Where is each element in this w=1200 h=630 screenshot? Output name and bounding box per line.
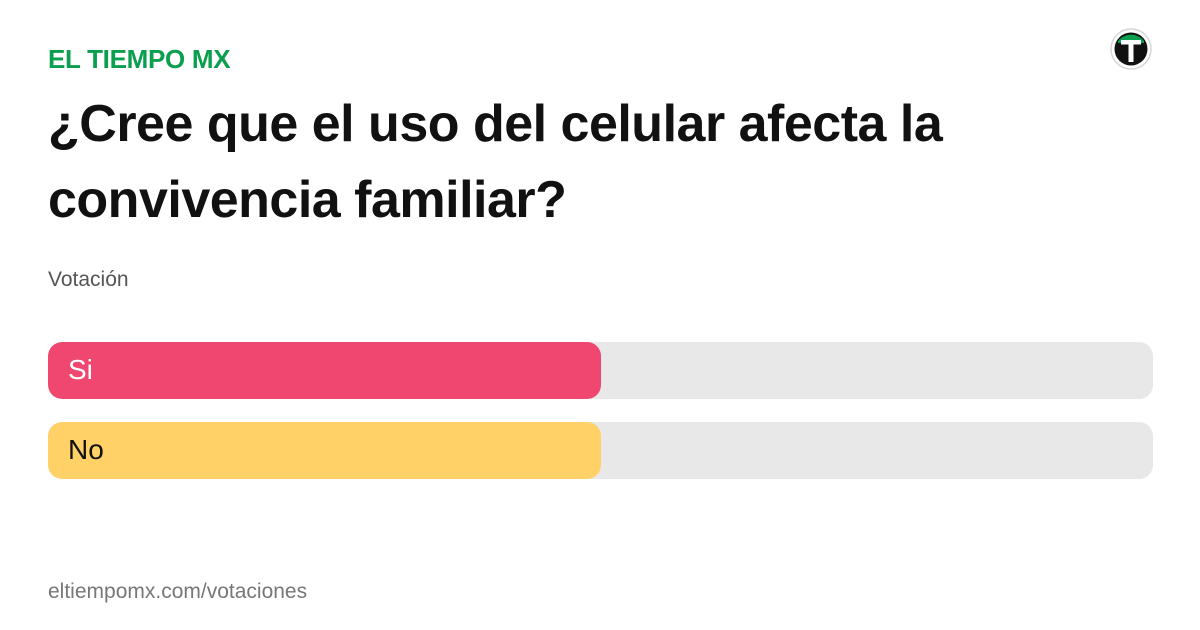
poll-option-si-label: Si [68,354,93,385]
poll-option-no[interactable]: No [48,422,1153,479]
poll-option-no-bar [48,422,601,479]
poll-question: ¿Cree que el uso del celular afecta la c… [48,95,943,229]
brand-name: EL TIEMPO MX [48,44,231,74]
brand-logo-icon [1110,28,1152,70]
poll-option-no-label: No [68,434,104,465]
poll-type-label: Votación [48,268,129,291]
poll-option-si-bar [48,342,601,399]
footer-url: eltiempomx.com/votaciones [48,580,308,603]
poll-options: Si No [48,342,1153,502]
poll-option-si[interactable]: Si [48,342,1153,399]
brand-logo [1110,28,1152,70]
